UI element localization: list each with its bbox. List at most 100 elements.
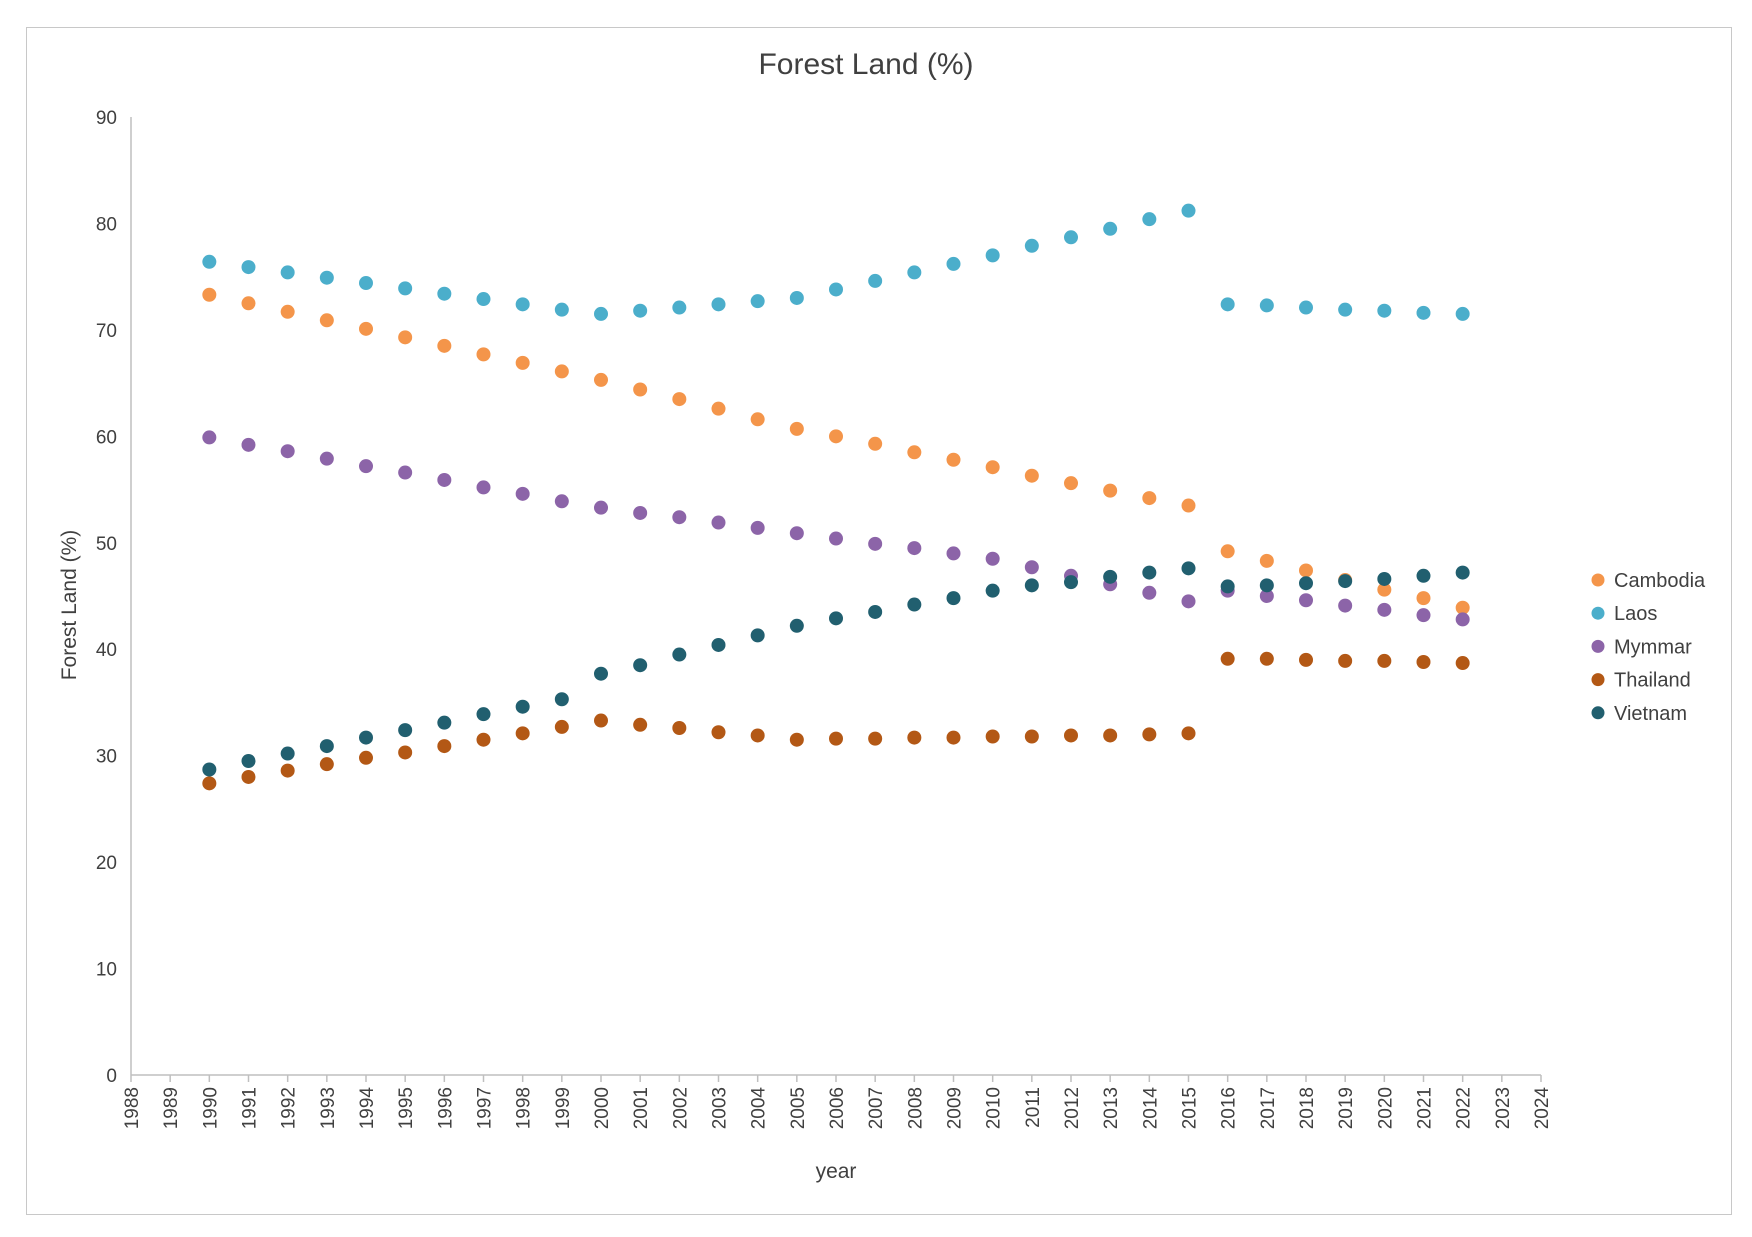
x-tick-label: 1994 (357, 1087, 378, 1130)
data-point (202, 430, 217, 445)
data-point (554, 302, 569, 317)
data-point (241, 296, 256, 311)
data-point (359, 750, 373, 765)
data-point (1259, 553, 1274, 568)
x-tick-label: 2013 (1101, 1087, 1122, 1129)
x-tick-label: 1999 (553, 1087, 574, 1129)
data-point (359, 321, 373, 336)
data-point (202, 762, 217, 777)
data-point (437, 472, 452, 487)
data-point (711, 401, 726, 416)
x-tick-label: 1988 (122, 1087, 143, 1129)
data-point (515, 699, 530, 714)
y-tick-label: 80 (96, 214, 117, 235)
data-point (1455, 600, 1470, 615)
data-point (946, 256, 961, 271)
data-point (437, 338, 452, 353)
data-point (985, 729, 1000, 744)
data-point (907, 541, 922, 556)
x-tick-label: 2010 (984, 1087, 1005, 1129)
data-point (1103, 221, 1118, 236)
x-tick-label: 2019 (1336, 1087, 1357, 1129)
data-point (750, 520, 765, 535)
legend-marker (1591, 573, 1605, 587)
x-tick-label: 1989 (161, 1087, 182, 1129)
x-tick-label: 1991 (240, 1087, 261, 1129)
data-point (789, 618, 804, 633)
data-point (868, 604, 883, 619)
data-point (280, 746, 295, 761)
data-point (280, 265, 295, 280)
x-tick-label: 2015 (1180, 1087, 1201, 1129)
data-point (1299, 563, 1313, 578)
data-point (1299, 300, 1313, 315)
y-tick-label: 30 (96, 747, 117, 768)
data-point (1142, 585, 1157, 600)
x-tick-label: 2023 (1493, 1087, 1514, 1129)
data-point (1377, 582, 1392, 597)
y-tick-label: 60 (96, 427, 117, 448)
data-point (1103, 728, 1118, 743)
data-point (1181, 726, 1196, 741)
data-point (594, 500, 608, 515)
data-point (202, 776, 217, 791)
x-tick-label: 2006 (827, 1087, 848, 1129)
data-point (711, 637, 726, 652)
data-point (1377, 571, 1392, 586)
x-tick-label: 1992 (279, 1087, 300, 1129)
data-point (1377, 653, 1392, 668)
data-point (1181, 498, 1196, 513)
y-tick-label: 20 (96, 853, 117, 874)
data-point (359, 730, 373, 745)
data-point (907, 265, 922, 280)
data-point (829, 531, 843, 546)
data-point (241, 260, 256, 275)
data-point (359, 276, 373, 291)
data-point (319, 757, 334, 772)
data-point (711, 297, 726, 312)
data-point (633, 717, 648, 732)
data-point (202, 287, 217, 302)
data-point (1338, 574, 1353, 589)
data-point (476, 292, 491, 307)
data-point (1416, 654, 1431, 669)
data-point (1142, 565, 1157, 580)
y-axis-label: Forest Land (%) (58, 530, 81, 681)
data-point (594, 372, 608, 387)
data-point (672, 300, 687, 315)
data-point (1024, 468, 1039, 483)
data-point (711, 515, 726, 530)
data-point (476, 480, 491, 495)
data-point (1220, 651, 1235, 666)
data-point (554, 364, 569, 379)
data-point (398, 723, 413, 738)
data-point (829, 282, 843, 297)
x-tick-label: 2002 (670, 1087, 691, 1129)
data-point (946, 452, 961, 467)
chart-title: Forest Land (%) (758, 48, 973, 81)
data-point (1338, 302, 1353, 317)
data-point (476, 732, 491, 747)
x-tick-label: 1998 (514, 1087, 535, 1129)
data-point (672, 647, 687, 662)
data-point (398, 465, 413, 480)
x-tick-label: 2017 (1258, 1087, 1279, 1129)
data-point (1024, 729, 1039, 744)
legend-marker (1591, 673, 1605, 687)
data-point (241, 753, 256, 768)
data-point (633, 505, 648, 520)
data-point (750, 294, 765, 309)
data-point (1181, 203, 1196, 218)
data-point (437, 715, 452, 730)
data-point (1064, 728, 1078, 743)
data-point (711, 725, 726, 740)
legend-label: Thailand (1614, 670, 1691, 692)
data-point (946, 730, 961, 745)
data-point (789, 526, 804, 541)
data-point (594, 713, 608, 728)
x-tick-label: 2012 (1062, 1087, 1083, 1129)
chart-frame (26, 27, 1732, 1215)
x-tick-label: 2020 (1375, 1087, 1396, 1129)
data-point (829, 611, 843, 626)
